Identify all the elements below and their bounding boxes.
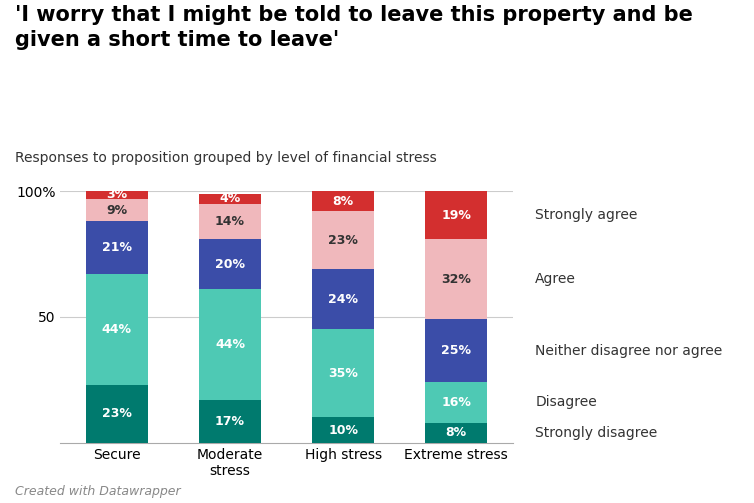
Text: 44%: 44%	[102, 323, 132, 336]
Bar	[86, 385, 148, 443]
Bar	[425, 319, 487, 382]
Bar	[199, 289, 261, 400]
Bar	[199, 204, 261, 239]
Text: 23%: 23%	[328, 234, 358, 246]
Text: Created with Datawrapper: Created with Datawrapper	[15, 485, 181, 498]
Text: 24%: 24%	[328, 293, 358, 306]
Text: 16%: 16%	[441, 396, 471, 409]
Bar	[425, 191, 487, 239]
Bar	[425, 382, 487, 423]
Text: 19%: 19%	[441, 209, 471, 221]
Text: Responses to proposition grouped by level of financial stress: Responses to proposition grouped by leve…	[15, 151, 437, 165]
Bar	[199, 194, 261, 204]
Text: 25%: 25%	[441, 345, 471, 357]
Text: Agree: Agree	[535, 272, 576, 286]
Text: 8%: 8%	[446, 426, 467, 439]
Text: 21%: 21%	[102, 241, 132, 254]
Bar	[312, 417, 374, 443]
Bar	[86, 274, 148, 385]
Text: Disagree: Disagree	[535, 395, 597, 409]
Bar	[425, 423, 487, 443]
Text: 14%: 14%	[215, 215, 245, 228]
Text: 44%: 44%	[215, 338, 245, 351]
Text: 4%: 4%	[219, 192, 241, 205]
Bar	[312, 191, 374, 211]
Text: 20%: 20%	[215, 258, 245, 271]
Text: 9%: 9%	[106, 204, 127, 216]
Text: 'I worry that I might be told to leave this property and be
given a short time t: 'I worry that I might be told to leave t…	[15, 5, 693, 50]
Bar	[86, 191, 148, 199]
Bar	[199, 400, 261, 443]
Text: 8%: 8%	[333, 195, 354, 208]
Bar	[86, 221, 148, 274]
Bar	[199, 239, 261, 289]
Text: 32%: 32%	[441, 273, 471, 286]
Bar	[86, 199, 148, 221]
Bar	[312, 211, 374, 269]
Text: 23%: 23%	[102, 407, 132, 420]
Bar	[312, 329, 374, 417]
Text: 10%: 10%	[328, 424, 358, 437]
Bar	[312, 269, 374, 329]
Text: 17%: 17%	[215, 415, 245, 428]
Bar	[425, 239, 487, 319]
Text: 3%: 3%	[106, 189, 127, 201]
Text: Strongly agree: Strongly agree	[535, 208, 638, 222]
Text: Strongly disagree: Strongly disagree	[535, 426, 657, 440]
Text: Neither disagree nor agree: Neither disagree nor agree	[535, 344, 722, 358]
Text: 35%: 35%	[328, 367, 358, 380]
